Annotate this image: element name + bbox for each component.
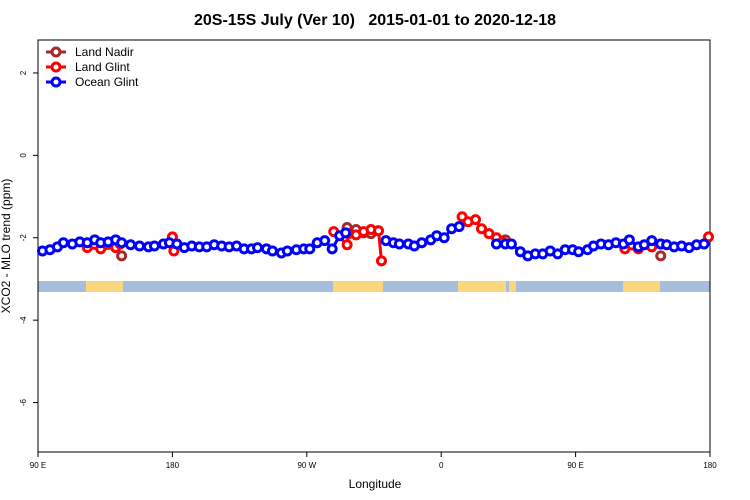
data-point bbox=[573, 246, 585, 258]
legend-label: Ocean Glint bbox=[75, 75, 139, 89]
data-point bbox=[266, 245, 278, 257]
data-point bbox=[148, 240, 160, 252]
land-mask bbox=[38, 281, 710, 292]
data-point bbox=[416, 237, 428, 249]
data-point bbox=[698, 238, 710, 250]
data-point bbox=[125, 239, 137, 251]
legend-marker bbox=[50, 46, 62, 58]
data-point bbox=[375, 255, 387, 267]
data-point bbox=[438, 232, 450, 244]
data-point bbox=[134, 240, 146, 252]
data-point bbox=[393, 238, 405, 250]
data-point bbox=[655, 250, 667, 262]
data-point bbox=[646, 235, 658, 247]
data-point bbox=[453, 221, 465, 233]
x-axis-label: Longitude bbox=[349, 477, 402, 491]
data-point bbox=[490, 238, 502, 250]
land-strip bbox=[333, 281, 383, 292]
chart-title: 20S-15S July (Ver 10) 2015-01-01 to 2020… bbox=[194, 12, 556, 29]
data-point bbox=[505, 238, 517, 250]
data-point bbox=[470, 214, 482, 226]
x-tick-label: 90 E bbox=[567, 461, 583, 470]
data-point bbox=[116, 237, 128, 249]
data-point bbox=[281, 245, 293, 257]
legend-label: Land Nadir bbox=[75, 45, 134, 59]
data-point bbox=[623, 234, 635, 246]
data-point bbox=[372, 225, 384, 237]
data-point bbox=[57, 237, 69, 249]
y-tick-label: -4 bbox=[19, 316, 28, 324]
land-strip bbox=[86, 281, 123, 292]
data-point bbox=[319, 235, 331, 247]
y-axis-label: XCO2 - MLO trend (ppm) bbox=[0, 179, 13, 314]
data-point bbox=[340, 227, 352, 239]
y-tick-label: -2 bbox=[19, 234, 28, 242]
legend-marker bbox=[50, 61, 62, 73]
legend-marker bbox=[50, 76, 62, 88]
plot-frame bbox=[37, 39, 711, 453]
x-tick-label: 90 E bbox=[30, 461, 46, 470]
y-tick-label: 2 bbox=[19, 70, 28, 75]
x-tick-label: 0 bbox=[439, 461, 444, 470]
legend-label: Land Glint bbox=[75, 60, 130, 74]
data-point bbox=[326, 243, 338, 255]
data-point bbox=[341, 239, 353, 251]
data-point bbox=[304, 243, 316, 255]
land-strip bbox=[623, 281, 660, 292]
data-point bbox=[476, 223, 488, 235]
x-tick-label: 180 bbox=[166, 461, 180, 470]
land-strip bbox=[458, 281, 506, 292]
x-tick-label: 180 bbox=[703, 461, 717, 470]
y-tick-label: 0 bbox=[19, 153, 28, 158]
x-tick-label: 90 W bbox=[297, 461, 316, 470]
data-point bbox=[116, 250, 128, 262]
land-strip bbox=[509, 281, 516, 292]
y-tick-label: -6 bbox=[19, 398, 28, 406]
data-point bbox=[252, 242, 264, 254]
